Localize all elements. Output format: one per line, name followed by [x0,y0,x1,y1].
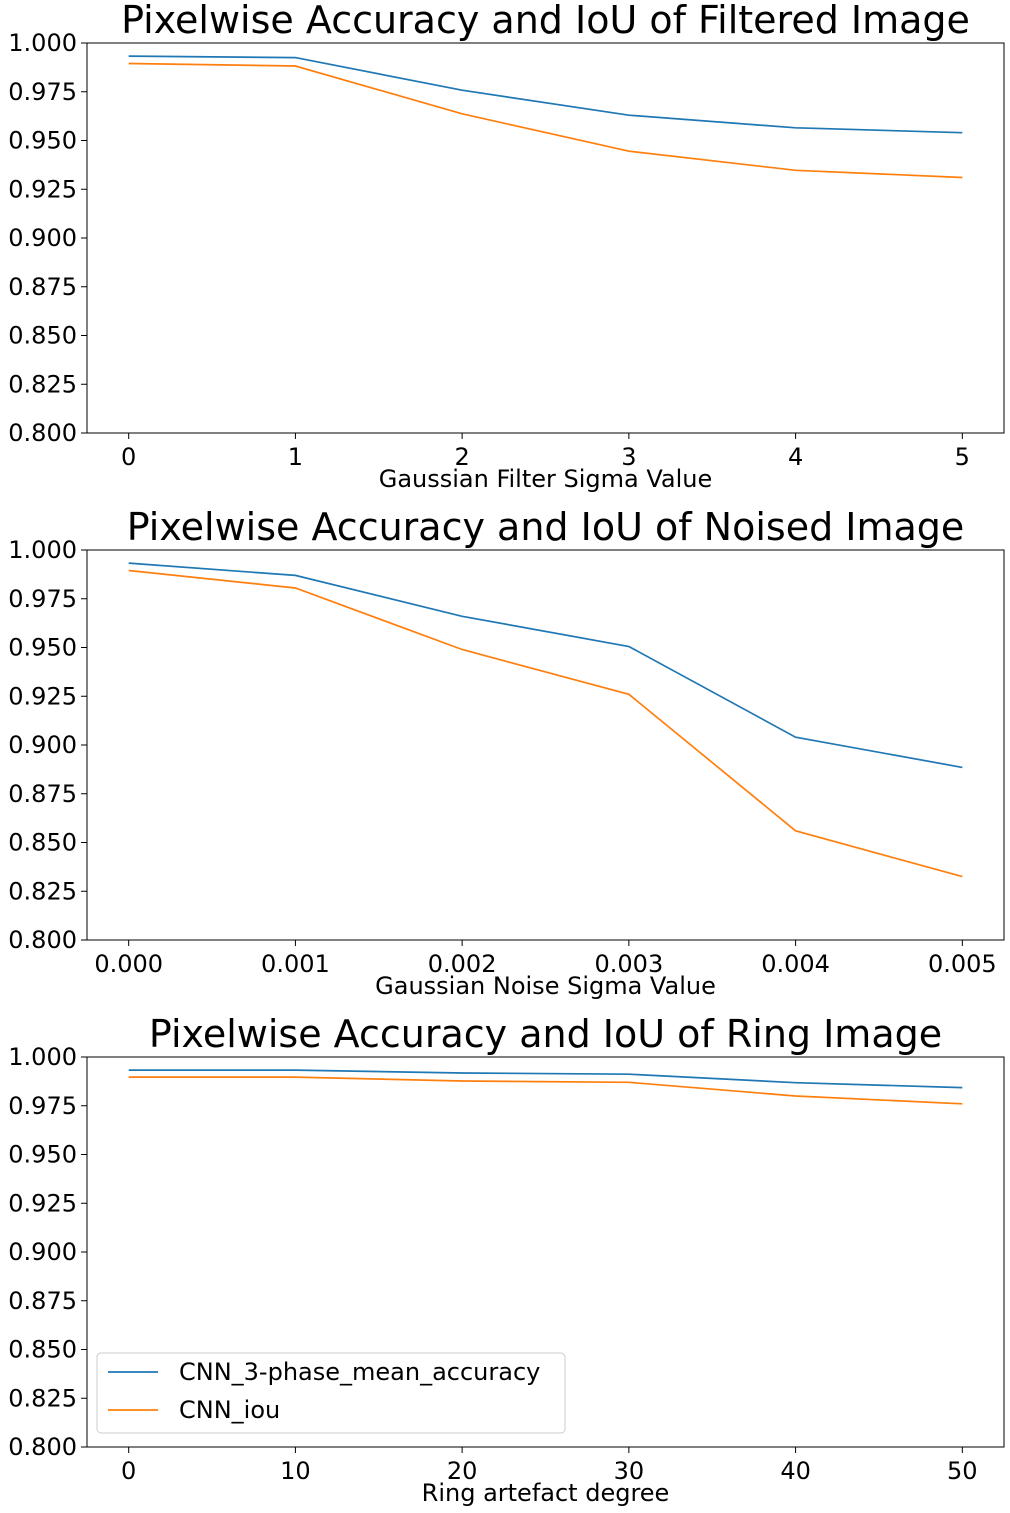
y-tick-label: 0.950 [8,1141,77,1169]
y-tick-label: 0.850 [8,322,77,350]
x-axis-label: Gaussian Filter Sigma Value [379,465,713,493]
x-tick-label: 0 [121,1457,136,1485]
legend-box [96,1352,566,1434]
chart-panel-3: Pixelwise Accuracy and IoU of Ring Image… [8,1012,1005,1507]
y-tick-label: 0.950 [8,634,77,662]
y-tick-label: 0.875 [8,273,77,301]
y-tick-label: 0.800 [8,419,77,447]
y-tick-label: 0.875 [8,780,77,808]
y-tick-label: 1.000 [8,536,77,564]
x-tick-label: 0.003 [595,950,664,978]
x-tick-label: 0.001 [261,950,330,978]
x-tick-label: 40 [780,1457,811,1485]
series-line-iou [128,62,963,179]
y-tick-label: 0.975 [8,78,77,106]
y-tick-label: 0.825 [8,877,77,905]
x-axis-label: Gaussian Noise Sigma Value [375,972,716,1000]
x-tick-label: 1 [288,443,303,471]
y-tick-label: 0.850 [8,829,77,857]
x-tick-label: 30 [614,1457,645,1485]
y-tick-label: 0.850 [8,1336,77,1364]
legend: CNN_3-phase_mean_accuracy CNN_iou [96,1352,566,1434]
x-axis-label: Ring artefact degree [422,1479,670,1507]
y-tick-label: 1.000 [8,1043,77,1071]
y-tick-label: 0.875 [8,1287,77,1315]
x-tick-label: 0.000 [94,950,163,978]
y-tick-label: 0.800 [8,1433,77,1461]
x-tick-label: 4 [788,443,803,471]
y-tick-label: 0.925 [8,1189,77,1217]
x-tick-label: 10 [280,1457,311,1485]
x-tick-label: 20 [447,1457,478,1485]
series-line-mean-accuracy [128,562,963,769]
series-line-iou [128,569,963,878]
x-tick-label: 0 [121,443,136,471]
x-tick-label: 0.004 [761,950,830,978]
y-tick-label: 0.925 [8,682,77,710]
x-tick-label: 2 [454,443,469,471]
x-tick-label: 5 [955,443,970,471]
y-tick-label: 1.000 [8,29,77,57]
chart-panel-1: Pixelwise Accuracy and IoU of Filtered I… [8,0,1005,493]
series-line-iou [128,1076,963,1105]
y-tick-label: 0.925 [8,175,77,203]
x-tick-label: 0.002 [428,950,497,978]
x-tick-label: 3 [621,443,636,471]
y-tick-label: 0.825 [8,370,77,398]
series-line-mean-accuracy [128,1069,963,1089]
legend-entry: CNN_3-phase_mean_accuracy [179,1358,540,1386]
y-tick-label: 0.900 [8,1238,77,1266]
y-tick-label: 0.900 [8,224,77,252]
x-tick-label: 50 [947,1457,978,1485]
series-line-mean-accuracy [128,55,963,134]
plot-frame [86,42,1005,434]
y-tick-label: 0.975 [8,585,77,613]
legend-entry: CNN_iou [179,1396,280,1424]
y-tick-label: 0.950 [8,127,77,155]
chart-title: Pixelwise Accuracy and IoU of Ring Image [149,1012,942,1056]
y-tick-label: 0.800 [8,926,77,954]
y-tick-label: 0.975 [8,1092,77,1120]
chart-title: Pixelwise Accuracy and IoU of Filtered I… [121,0,970,42]
x-tick-label: 0.005 [928,950,997,978]
plot-frame [86,549,1005,941]
chart-title: Pixelwise Accuracy and IoU of Noised Ima… [127,505,965,549]
y-tick-label: 0.900 [8,731,77,759]
chart-panel-2: Pixelwise Accuracy and IoU of Noised Ima… [8,505,1005,1000]
y-tick-label: 0.825 [8,1384,77,1412]
